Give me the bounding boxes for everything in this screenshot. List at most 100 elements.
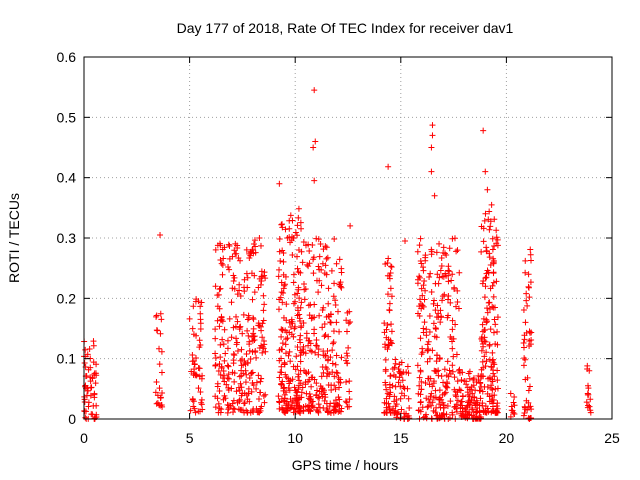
data-point <box>446 268 453 275</box>
data-point <box>315 263 322 270</box>
data-point <box>258 327 265 334</box>
data-point <box>432 394 439 401</box>
data-point <box>294 290 301 297</box>
data-point <box>418 378 425 385</box>
data-point <box>291 325 298 332</box>
data-point <box>414 248 421 255</box>
data-point <box>153 327 160 334</box>
data-point <box>87 374 94 381</box>
data-point <box>493 227 500 234</box>
data-point <box>307 340 314 347</box>
data-point <box>259 334 266 341</box>
data-point <box>300 346 307 353</box>
data-point <box>225 363 232 370</box>
data-point <box>285 401 292 408</box>
data-point <box>466 368 473 375</box>
data-point <box>397 395 404 402</box>
data-point <box>388 321 395 328</box>
data-point <box>484 309 491 316</box>
data-point <box>388 340 395 347</box>
data-point <box>159 403 166 410</box>
chart-title: Day 177 of 2018, Rate Of TEC Index for r… <box>177 20 514 36</box>
data-point <box>479 388 486 395</box>
data-point <box>335 374 342 381</box>
data-point <box>440 379 447 386</box>
data-point <box>425 347 432 354</box>
data-point <box>396 374 403 381</box>
data-point <box>386 307 393 314</box>
data-point <box>282 226 289 233</box>
data-point <box>157 310 164 317</box>
data-point <box>302 379 309 386</box>
data-point <box>322 332 329 339</box>
data-point <box>405 370 412 377</box>
data-point <box>388 328 395 335</box>
data-point <box>278 381 285 388</box>
data-point <box>418 285 425 292</box>
data-point <box>229 369 236 376</box>
data-point <box>508 403 515 410</box>
data-point <box>328 267 335 274</box>
data-point <box>525 387 532 394</box>
data-point <box>236 398 243 405</box>
data-point <box>253 354 260 361</box>
data-point <box>87 392 94 399</box>
data-point <box>480 315 487 322</box>
data-point <box>224 362 231 369</box>
data-point <box>260 292 267 299</box>
data-point <box>332 397 339 404</box>
data-point <box>429 122 436 129</box>
data-point <box>228 385 235 392</box>
data-point <box>225 241 232 248</box>
data-point <box>299 259 306 266</box>
data-point <box>344 352 351 359</box>
data-point <box>491 373 498 380</box>
data-point <box>442 389 449 396</box>
data-point <box>344 309 351 316</box>
data-point <box>387 373 394 380</box>
data-point <box>431 333 438 340</box>
data-point <box>250 406 257 413</box>
data-point <box>225 384 232 391</box>
data-point <box>278 326 285 333</box>
y-tick-label: 0.2 <box>57 290 77 306</box>
data-point <box>324 357 331 364</box>
data-point <box>454 247 461 254</box>
data-point <box>585 385 592 392</box>
data-point <box>393 410 400 417</box>
data-point <box>276 399 283 406</box>
data-point <box>195 385 202 392</box>
data-point <box>521 355 528 362</box>
data-point <box>187 407 194 414</box>
data-point <box>256 322 263 329</box>
data-point <box>404 363 411 370</box>
data-point <box>193 332 200 339</box>
data-point <box>521 332 528 339</box>
data-point <box>343 379 350 386</box>
data-point <box>428 288 435 295</box>
data-point <box>449 317 456 324</box>
data-point <box>436 355 443 362</box>
data-point <box>217 354 224 361</box>
data-point <box>276 248 283 255</box>
data-point <box>212 361 219 368</box>
data-point <box>424 404 431 411</box>
data-point <box>433 412 440 419</box>
data-point <box>278 289 285 296</box>
data-point <box>425 396 432 403</box>
data-point <box>234 291 241 298</box>
data-point <box>388 264 395 271</box>
data-point <box>281 360 288 367</box>
data-point <box>294 232 301 239</box>
x-tick-label: 20 <box>499 430 515 446</box>
data-point <box>436 274 443 281</box>
data-point <box>197 310 204 317</box>
data-point <box>222 395 229 402</box>
data-point <box>416 374 423 381</box>
data-point <box>81 396 88 403</box>
data-point <box>347 318 354 325</box>
data-point <box>299 384 306 391</box>
data-point <box>384 321 391 328</box>
data-point <box>216 323 223 330</box>
data-point <box>260 393 267 400</box>
